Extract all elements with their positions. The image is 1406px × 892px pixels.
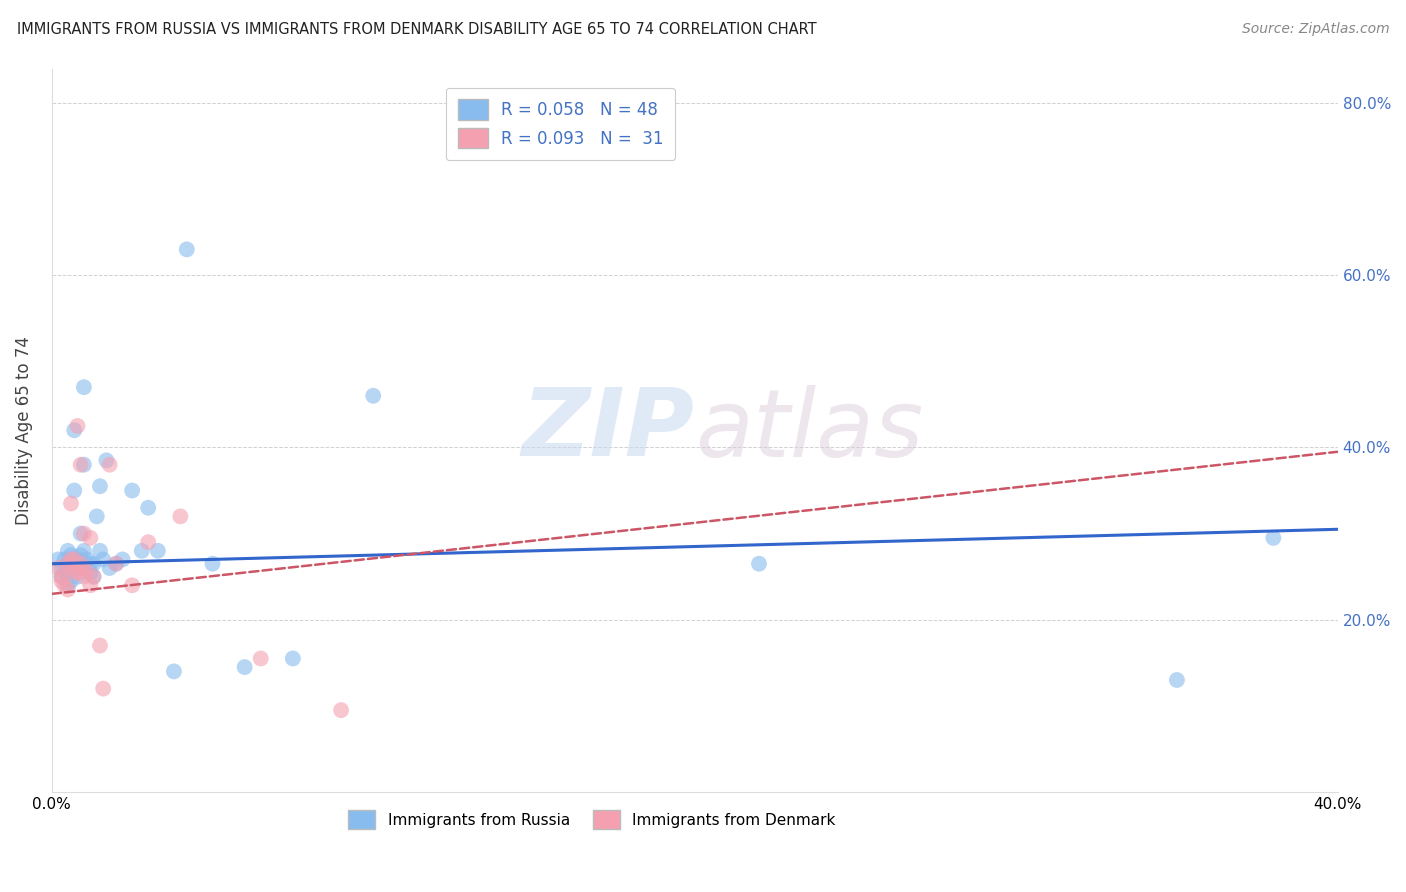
Point — [51, 561, 73, 575]
Point — [73, 380, 96, 394]
Point — [51, 569, 73, 583]
Point — [69, 458, 91, 472]
Point — [73, 569, 96, 583]
Point — [60, 548, 83, 562]
Point — [63, 483, 86, 498]
Point — [53, 578, 76, 592]
Point — [169, 509, 191, 524]
Point — [73, 526, 96, 541]
Point — [136, 500, 159, 515]
Point — [66, 561, 89, 575]
Text: Source: ZipAtlas.com: Source: ZipAtlas.com — [1241, 22, 1389, 37]
Point — [63, 552, 86, 566]
Point — [53, 566, 76, 580]
Point — [56, 557, 79, 571]
Point — [51, 574, 73, 588]
Point — [136, 535, 159, 549]
Y-axis label: Disability Age 65 to 74: Disability Age 65 to 74 — [15, 335, 32, 524]
Point — [63, 566, 86, 580]
Point — [86, 509, 108, 524]
Point — [56, 557, 79, 571]
Point — [330, 703, 353, 717]
Point — [56, 578, 79, 592]
Point — [201, 557, 224, 571]
Point — [91, 552, 114, 566]
Point — [249, 651, 271, 665]
Point — [89, 479, 111, 493]
Point — [73, 561, 96, 575]
Point — [233, 660, 256, 674]
Point — [60, 496, 83, 510]
Point — [83, 569, 105, 583]
Point — [66, 419, 89, 434]
Point — [73, 458, 96, 472]
Point — [105, 557, 128, 571]
Legend: Immigrants from Russia, Immigrants from Denmark: Immigrants from Russia, Immigrants from … — [342, 804, 842, 835]
Point — [79, 566, 101, 580]
Point — [79, 557, 101, 571]
Point — [83, 557, 105, 571]
Point — [361, 389, 384, 403]
Point — [1263, 531, 1285, 545]
Point — [69, 557, 91, 571]
Point — [98, 561, 121, 575]
Point — [60, 561, 83, 575]
Point — [60, 574, 83, 588]
Text: ZIP: ZIP — [522, 384, 695, 476]
Point — [46, 552, 69, 566]
Point — [111, 552, 134, 566]
Point — [53, 552, 76, 566]
Point — [105, 557, 128, 571]
Point — [73, 544, 96, 558]
Point — [748, 557, 770, 571]
Point — [176, 243, 198, 257]
Point — [66, 552, 89, 566]
Point — [121, 483, 143, 498]
Point — [46, 561, 69, 575]
Point — [281, 651, 304, 665]
Point — [79, 531, 101, 545]
Point — [69, 526, 91, 541]
Point — [79, 578, 101, 592]
Point — [91, 681, 114, 696]
Point — [76, 566, 98, 580]
Point — [60, 552, 83, 566]
Point — [96, 453, 118, 467]
Point — [83, 569, 105, 583]
Point — [121, 578, 143, 592]
Point — [131, 544, 153, 558]
Point — [163, 665, 186, 679]
Point — [60, 561, 83, 575]
Text: atlas: atlas — [695, 384, 922, 475]
Point — [1166, 673, 1188, 687]
Point — [66, 566, 89, 580]
Point — [69, 548, 91, 562]
Point — [56, 582, 79, 597]
Point — [89, 639, 111, 653]
Point — [56, 544, 79, 558]
Point — [73, 561, 96, 575]
Point — [98, 458, 121, 472]
Point — [89, 544, 111, 558]
Point — [76, 552, 98, 566]
Text: IMMIGRANTS FROM RUSSIA VS IMMIGRANTS FROM DENMARK DISABILITY AGE 65 TO 74 CORREL: IMMIGRANTS FROM RUSSIA VS IMMIGRANTS FRO… — [17, 22, 817, 37]
Point — [146, 544, 169, 558]
Point — [66, 569, 89, 583]
Point — [51, 569, 73, 583]
Point — [63, 423, 86, 437]
